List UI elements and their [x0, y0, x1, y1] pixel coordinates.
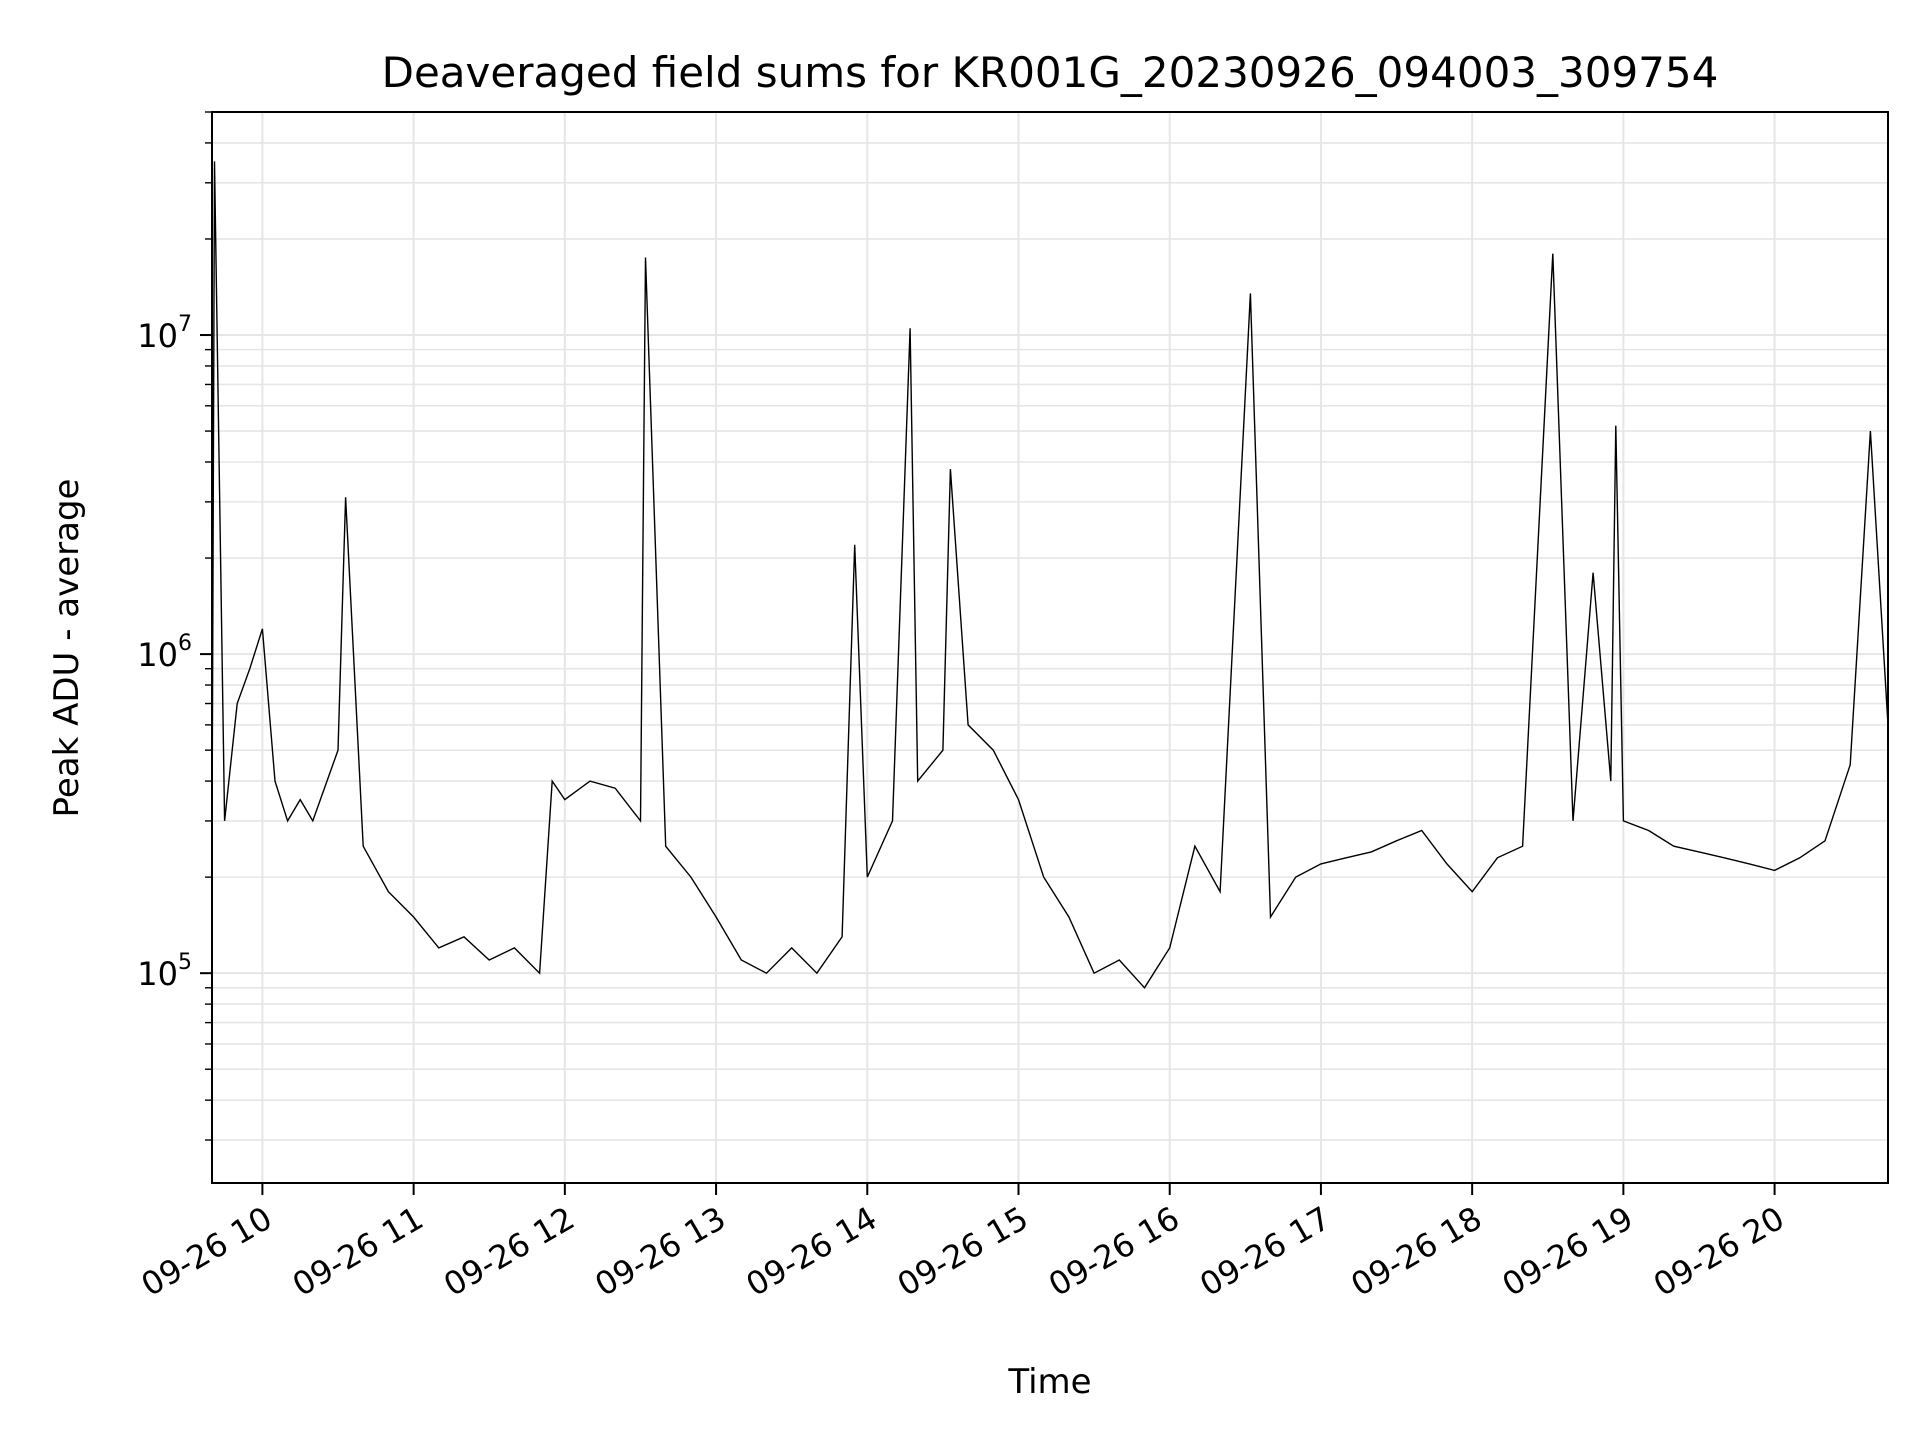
- x-tick-label: 09-26 15: [891, 1199, 1035, 1304]
- x-tick-label: 09-26 13: [588, 1199, 732, 1304]
- x-tick-label: 09-26 14: [740, 1199, 884, 1304]
- y-tick-label: 107: [137, 312, 192, 355]
- chart-title: Deaveraged field sums for KR001G_2023092…: [382, 48, 1719, 97]
- series-layer: [211, 161, 1889, 989]
- x-tick-label: 09-26 19: [1496, 1199, 1640, 1304]
- x-axis-label: Time: [1007, 1362, 1091, 1402]
- x-axis: 09-26 10 09-26 11 09-26 12 09-26 13 09-26 14…: [135, 1183, 1791, 1304]
- x-tick-label: 09-26 20: [1647, 1199, 1791, 1304]
- x-tick-label: 09-26 10: [135, 1199, 279, 1304]
- minor-grid: [212, 111, 1888, 1141]
- x-tick-label: 09-26 12: [437, 1199, 581, 1304]
- y-axis: 105 106 107: [137, 111, 212, 1141]
- x-tick-label: 09-26 17: [1193, 1199, 1337, 1304]
- x-tick-label: 09-26 16: [1042, 1199, 1186, 1304]
- y-tick-label: 106: [137, 631, 192, 674]
- major-grid: [212, 112, 1888, 1183]
- y-axis-label: Peak ADU - average: [47, 479, 87, 818]
- y-tick-label: 105: [137, 950, 192, 993]
- x-tick-label: 09-26 18: [1345, 1199, 1489, 1304]
- plot-frame: [211, 111, 1889, 1184]
- series-line: [211, 161, 1889, 989]
- x-tick-label: 09-26 11: [286, 1199, 430, 1304]
